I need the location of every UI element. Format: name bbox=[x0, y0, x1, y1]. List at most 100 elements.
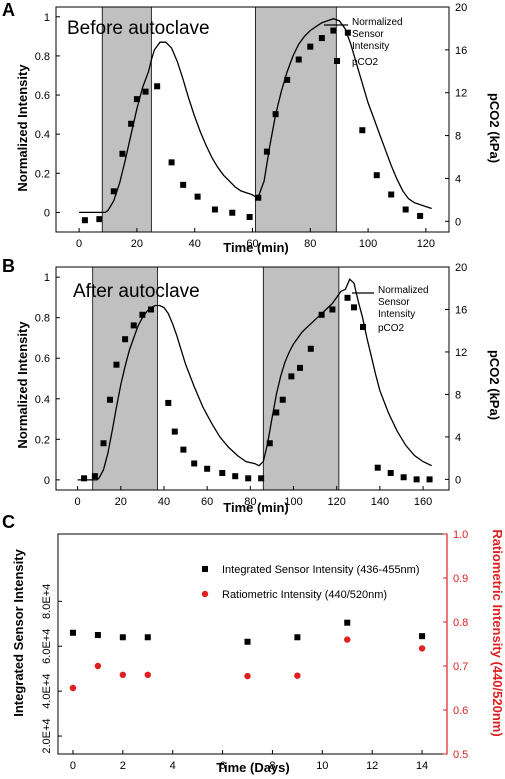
data-point-circle bbox=[119, 671, 127, 678]
data-point-square bbox=[180, 446, 187, 453]
panel-c-series bbox=[69, 619, 426, 692]
data-point-square bbox=[359, 127, 366, 134]
panel-a-inset-label: Before autoclave bbox=[67, 18, 210, 39]
x-tick-label: 0 bbox=[70, 760, 76, 772]
data-point-square bbox=[130, 322, 137, 329]
panel-a-x-axis-label: Time (min) bbox=[223, 240, 289, 255]
y2-tick-label: 16 bbox=[455, 45, 467, 57]
data-point-circle bbox=[144, 671, 151, 678]
panel-b-legend: Normalized Sensor Intensity pCO2 bbox=[352, 285, 431, 334]
data-point-square bbox=[191, 460, 198, 467]
x-tick-label: 14 bbox=[416, 760, 428, 772]
panel-c-legend-label-1: Integrated Sensor Intensity (436-455nm) bbox=[222, 564, 420, 576]
panel-c-y-axis-label: Integrated Sensor Intensity bbox=[11, 548, 26, 716]
y-tick-label: 2.0E+4 bbox=[41, 718, 53, 753]
x-tick-label: 20 bbox=[115, 496, 127, 508]
panel-b-inset-label: After autoclave bbox=[73, 281, 200, 302]
data-point-square bbox=[307, 43, 314, 50]
data-point-square bbox=[329, 306, 336, 313]
panel-b-legend-scatter-label: pCO2 bbox=[378, 323, 405, 334]
x-tick-label: 0 bbox=[76, 238, 82, 250]
data-point-square bbox=[219, 470, 226, 477]
panel-c-axes: 0 2 4 6 8 10 12 14 2.0E+4 4.0E+4 6.0E+4 8.0E+4 0.5 0.… bbox=[41, 529, 468, 772]
data-point-circle bbox=[344, 636, 351, 643]
y2-tick-label: 4 bbox=[455, 432, 461, 444]
panel-b-legend-line-label: Normalized Sensor Intensity bbox=[378, 285, 431, 320]
panel-a: A 0 20 40 60 80 100 120 0 0.2 0.4 0.6 0.8 1 0 4 8 12 16 20… bbox=[2, 0, 502, 255]
data-point-square bbox=[96, 216, 103, 223]
y2-tick-label: 1.0 bbox=[453, 529, 468, 541]
shaded-interval-0 bbox=[101, 6, 152, 233]
y-tick-label: 6.0E+4 bbox=[41, 629, 53, 664]
panel-b-legend-line-text: Normalized bbox=[378, 285, 429, 296]
data-point-square bbox=[318, 311, 325, 318]
y-tick-label: 0.6 bbox=[35, 90, 50, 102]
data-point-square bbox=[244, 638, 251, 645]
x-tick-label: 160 bbox=[414, 496, 432, 508]
panel-a-y2-axis-label: pCO2 (kPa) bbox=[487, 93, 502, 163]
data-point-square bbox=[171, 428, 178, 435]
data-point-square bbox=[307, 345, 314, 352]
panel-c-legend-square-marker bbox=[202, 566, 208, 572]
data-point-square bbox=[100, 440, 107, 447]
data-point-circle bbox=[418, 645, 426, 652]
data-point-square bbox=[168, 159, 175, 166]
y2-tick-label: 0.5 bbox=[453, 749, 468, 761]
y2-tick-label: 0.8 bbox=[453, 617, 468, 629]
y2-tick-label: 20 bbox=[455, 262, 467, 274]
data-point-square bbox=[122, 336, 129, 343]
panel-b-y-axis-label: Normalized Intensity bbox=[15, 321, 30, 449]
x-tick-label: 60 bbox=[246, 238, 258, 250]
data-point-square bbox=[81, 217, 88, 224]
panel-c-letter: C bbox=[2, 512, 15, 532]
data-point-square bbox=[245, 475, 252, 482]
x-tick-label: 0 bbox=[75, 496, 81, 508]
data-point-square bbox=[113, 361, 120, 368]
data-point-square bbox=[165, 399, 172, 406]
y-tick-label: 0.8 bbox=[35, 313, 50, 325]
data-point-square bbox=[119, 634, 126, 641]
x-tick-label: 120 bbox=[417, 238, 435, 250]
x-tick-label: 40 bbox=[158, 496, 170, 508]
y-tick-label: 0.4 bbox=[35, 394, 50, 406]
panel-b-plot-frame bbox=[55, 266, 450, 491]
panel-a-legend-line-text: Normalized bbox=[352, 17, 403, 28]
y2-tick-label: 16 bbox=[455, 304, 467, 316]
data-point-square bbox=[154, 83, 161, 90]
legend-text-line: Intensity bbox=[378, 309, 415, 320]
y2-tick-label: 12 bbox=[455, 88, 467, 100]
legend-text-line: Intensity bbox=[352, 41, 389, 52]
data-point-square bbox=[180, 181, 187, 188]
y2-tick-label: 20 bbox=[455, 2, 467, 14]
data-point-square bbox=[232, 473, 239, 480]
data-point-circle bbox=[244, 672, 251, 680]
panel-b-letter: B bbox=[2, 256, 15, 276]
data-point-square bbox=[272, 111, 279, 118]
panel-c-y2-axis-label: Ratiometric Intensity (440/520nm) bbox=[490, 529, 505, 736]
data-point-square bbox=[133, 96, 140, 103]
x-tick-label: 100 bbox=[359, 238, 377, 250]
legend-text-line: Sensor bbox=[352, 29, 384, 40]
y-tick-label: 0.4 bbox=[35, 129, 50, 141]
x-tick-label: 60 bbox=[201, 496, 213, 508]
panel-b-shaded-regions bbox=[92, 266, 340, 491]
data-point-square bbox=[344, 619, 351, 626]
y2-tick-label: 8 bbox=[455, 131, 461, 143]
panel-c-legend-circle-marker bbox=[201, 590, 209, 598]
y2-tick-label: 12 bbox=[455, 347, 467, 359]
panel-a-shaded-regions bbox=[101, 6, 337, 233]
y-tick-label: 8.0E+4 bbox=[41, 584, 53, 619]
panel-b: B 0 20 40 60 80 100 120 140 160 0 0.2 0.4 0.6 0.8 1 0 4 8… bbox=[2, 256, 502, 515]
data-point-square bbox=[255, 194, 262, 201]
data-point-square bbox=[204, 465, 211, 472]
data-point-square bbox=[148, 306, 155, 313]
data-point-square bbox=[388, 191, 395, 198]
y2-tick-label: 4 bbox=[455, 173, 461, 185]
data-point-square bbox=[387, 470, 394, 477]
data-point-square bbox=[69, 629, 76, 636]
data-point-square bbox=[279, 396, 286, 403]
data-point-square bbox=[263, 148, 270, 155]
y-tick-label: 1 bbox=[44, 12, 50, 24]
data-point-square bbox=[128, 120, 135, 127]
data-point-square bbox=[211, 206, 218, 213]
